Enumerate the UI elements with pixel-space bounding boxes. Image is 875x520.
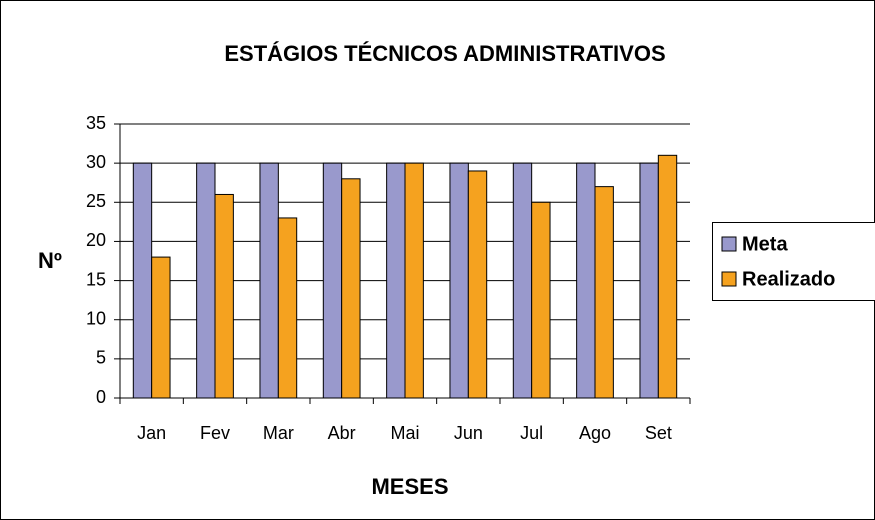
y-tick-label: 35 <box>86 113 106 133</box>
bar <box>657 154 678 399</box>
bar <box>151 256 171 399</box>
bar <box>322 162 343 399</box>
bar <box>196 162 216 399</box>
legend-swatch <box>721 236 737 252</box>
legend-label: Realizado <box>742 268 835 290</box>
y-tick-label: 30 <box>86 152 106 172</box>
bar <box>386 162 406 399</box>
chart-title: ESTÁGIOS TÉCNICOS ADMINISTRATIVOS <box>224 41 665 66</box>
bar <box>467 170 488 399</box>
x-tick-label: Fev <box>200 423 230 443</box>
x-tick-label: Jun <box>454 423 483 443</box>
x-tick-label: Mai <box>390 423 419 443</box>
bar <box>512 162 533 399</box>
x-tick-label: Mar <box>263 423 294 443</box>
x-tick-label: Jul <box>520 423 543 443</box>
x-axis-label: MESES <box>371 474 448 499</box>
legend-box <box>712 222 875 301</box>
bar <box>341 178 361 399</box>
bar <box>594 186 614 399</box>
y-tick-label: 0 <box>96 387 106 407</box>
legend-swatch <box>721 271 737 287</box>
y-tick-label: 5 <box>96 348 106 368</box>
bar <box>449 162 469 399</box>
bar <box>259 162 279 399</box>
x-tick-label: Ago <box>579 423 611 443</box>
y-tick-label: 20 <box>86 230 106 250</box>
bar <box>132 162 153 399</box>
x-tick-label: Abr <box>328 423 356 443</box>
y-tick-label: 25 <box>86 191 106 211</box>
legend-label: Meta <box>742 233 788 255</box>
bar <box>576 162 596 399</box>
y-tick-label: 15 <box>86 269 106 289</box>
bar <box>214 193 234 399</box>
y-tick-label: 10 <box>86 308 106 328</box>
y-axis-label: Nº <box>38 248 62 273</box>
bar <box>639 162 659 399</box>
x-tick-label: Jan <box>137 423 166 443</box>
x-tick-label: Set <box>645 423 672 443</box>
bar <box>404 162 424 399</box>
bar <box>531 201 551 399</box>
bar <box>277 217 298 399</box>
